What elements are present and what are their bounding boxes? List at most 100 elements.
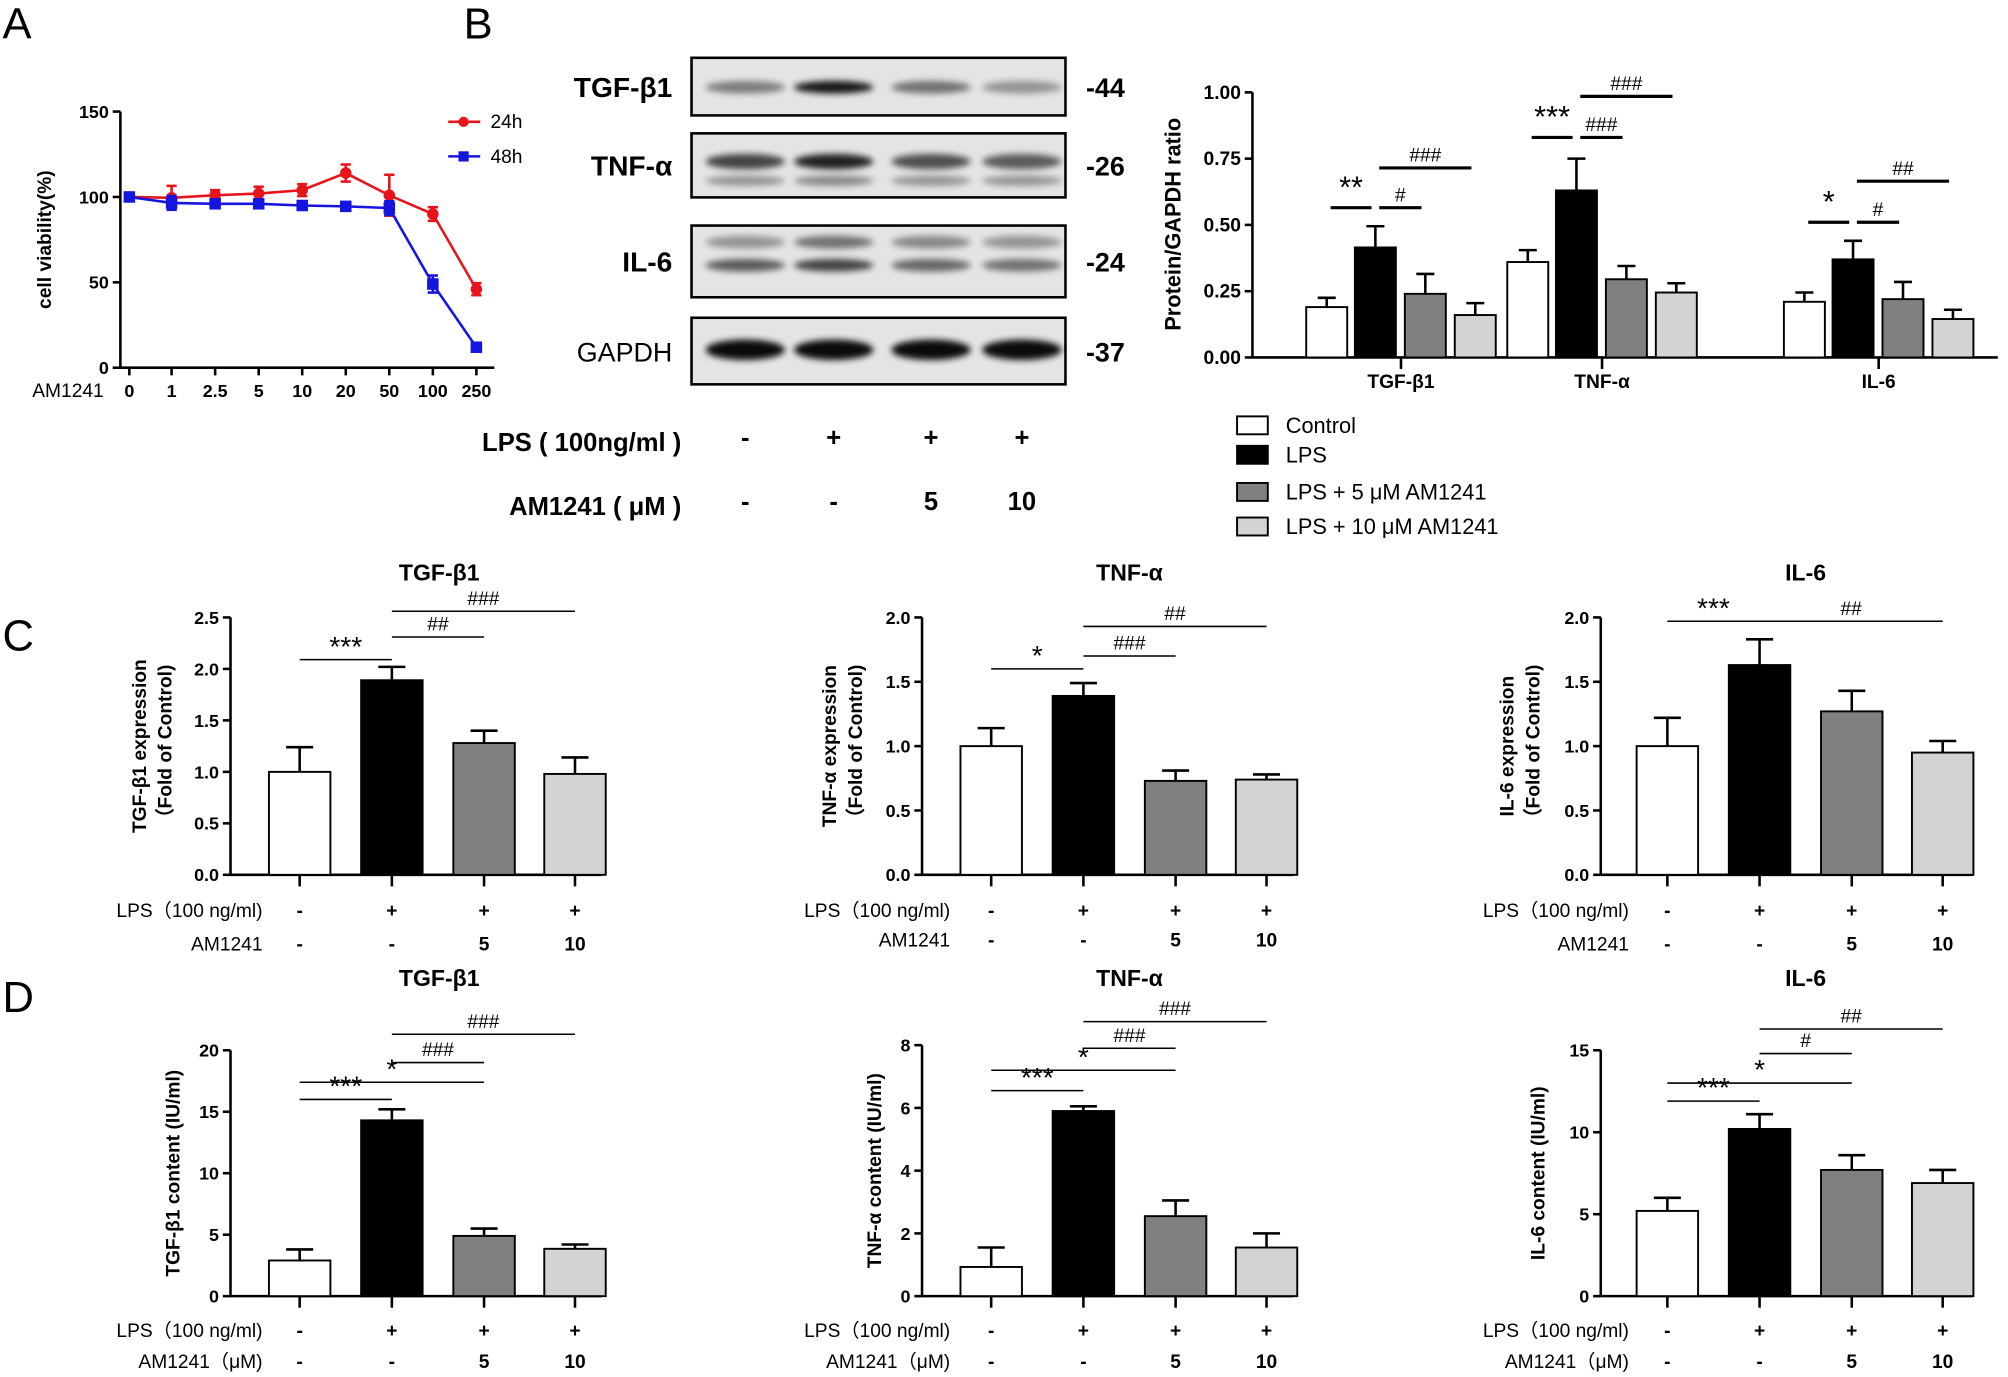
significance-label: ## <box>1164 604 1186 625</box>
condition-value: 10 <box>564 1352 585 1373</box>
condition-value: + <box>1170 901 1181 922</box>
bar <box>360 1119 424 1298</box>
blot-row-label: GAPDH <box>577 337 673 367</box>
data-point <box>383 202 396 214</box>
condition-value: - <box>1664 934 1670 955</box>
bar <box>1910 751 1975 876</box>
blot-band <box>891 235 971 249</box>
condition-value: 5 <box>479 1352 490 1373</box>
y-axis-label: TGF-β1 content (IU/ml) <box>163 1070 184 1277</box>
condition-value: - <box>1664 1352 1670 1373</box>
molecular-weight-label: -26 <box>1086 152 1125 182</box>
y-tick-label: 20 <box>199 1041 219 1061</box>
significance-label: *** <box>1534 99 1570 134</box>
significance-label: * <box>386 1052 397 1084</box>
x-axis-label: AM1241 <box>32 381 103 402</box>
condition-label: LPS ( 100ng/ml ) <box>482 429 681 457</box>
data-point <box>252 198 265 210</box>
significance-label: * <box>1032 639 1043 671</box>
data-point <box>470 341 483 353</box>
y-tick-label: 0.5 <box>194 814 219 834</box>
y-axis-label: cell viability(%) <box>35 170 56 309</box>
legend-label: Control <box>1286 413 1356 438</box>
condition-value: - <box>1664 1321 1670 1342</box>
condition-value: + <box>1261 901 1272 922</box>
legend-marker-square <box>458 151 469 162</box>
condition-value: - <box>988 1321 994 1342</box>
y-axis-label: （Fold of Control) <box>844 665 867 828</box>
blot-band <box>793 80 874 94</box>
data-point <box>427 208 439 220</box>
blot-band <box>891 80 971 94</box>
condition-value: - <box>829 488 838 516</box>
blot-band <box>793 258 874 272</box>
condition-value: - <box>1756 934 1762 955</box>
y-tick-label: 1.5 <box>1564 672 1589 692</box>
chart-title: TNF-α <box>1096 559 1163 585</box>
condition-label: AM1241（μM) <box>1505 1351 1629 1373</box>
condition-value: + <box>1937 1321 1948 1342</box>
significance-label: ### <box>1113 1026 1145 1047</box>
blot-band <box>982 258 1062 272</box>
chart-title: IL-6 <box>1785 559 1826 585</box>
bar <box>267 1259 332 1298</box>
bar <box>1403 292 1447 359</box>
condition-value: + <box>478 1321 489 1342</box>
y-tick-label: 0.0 <box>1564 865 1589 885</box>
significance-label: *** <box>1697 591 1730 623</box>
x-tick-label: TNF-α <box>1574 372 1630 393</box>
blot-band <box>793 175 874 186</box>
molecular-weight-label: -44 <box>1086 73 1125 103</box>
condition-value: - <box>988 931 994 952</box>
bar <box>1727 664 1792 876</box>
significance-label: * <box>1754 1053 1765 1085</box>
significance-label: *** <box>329 630 362 662</box>
condition-value: + <box>1078 901 1089 922</box>
bar <box>543 1247 607 1298</box>
significance-label: ### <box>1409 146 1441 167</box>
significance-label: # <box>1395 185 1406 206</box>
condition-value: + <box>1937 901 1948 922</box>
condition-label: LPS（100 ng/ml) <box>116 900 262 922</box>
condition-value: + <box>826 424 841 452</box>
blot-band <box>891 175 971 186</box>
bar <box>1554 189 1598 359</box>
data-point <box>340 200 352 213</box>
legend-marker-circle <box>458 116 469 127</box>
blot-band <box>982 80 1062 94</box>
x-tick-label: 50 <box>379 381 399 401</box>
data-point <box>470 283 483 295</box>
y-tick-label: 1.0 <box>194 762 219 782</box>
condition-value: - <box>741 488 750 516</box>
condition-label: AM1241（μM) <box>138 1351 262 1373</box>
condition-label: LPS（100 ng/ml) <box>1483 900 1629 922</box>
condition-label: LPS（100 ng/ml) <box>1483 1320 1629 1342</box>
condition-value: - <box>296 1321 302 1342</box>
blot-band <box>705 235 786 249</box>
legend-swatch <box>1236 516 1269 537</box>
condition-label: AM1241 ( μM ) <box>509 493 681 521</box>
bar <box>1051 1110 1116 1298</box>
significance-label: # <box>1873 200 1884 221</box>
y-tick-label: 1.00 <box>1204 83 1241 104</box>
chart-title: IL-6 <box>1785 965 1826 991</box>
condition-value: + <box>1846 901 1857 922</box>
bar <box>1143 1215 1208 1298</box>
condition-value: 10 <box>564 934 585 955</box>
condition-value: + <box>1754 1321 1765 1342</box>
x-tick-label: 20 <box>336 381 356 401</box>
bar <box>1353 246 1397 359</box>
molecular-weight-label: -37 <box>1086 337 1125 367</box>
condition-value: - <box>988 1352 994 1373</box>
blot-band <box>793 153 874 170</box>
condition-value: - <box>1080 1352 1086 1373</box>
blot-row-label: TGF-β1 <box>574 71 673 103</box>
blot-row-label: TNF-α <box>591 150 673 182</box>
condition-value: 10 <box>1932 1352 1953 1373</box>
blot-band <box>705 175 786 186</box>
condition-label: AM1241 <box>1557 934 1628 955</box>
bar <box>959 1266 1023 1298</box>
y-tick-label: 15 <box>1569 1041 1589 1061</box>
blot-band <box>705 153 786 170</box>
y-axis-label: TGF-β1 expression <box>130 659 151 833</box>
